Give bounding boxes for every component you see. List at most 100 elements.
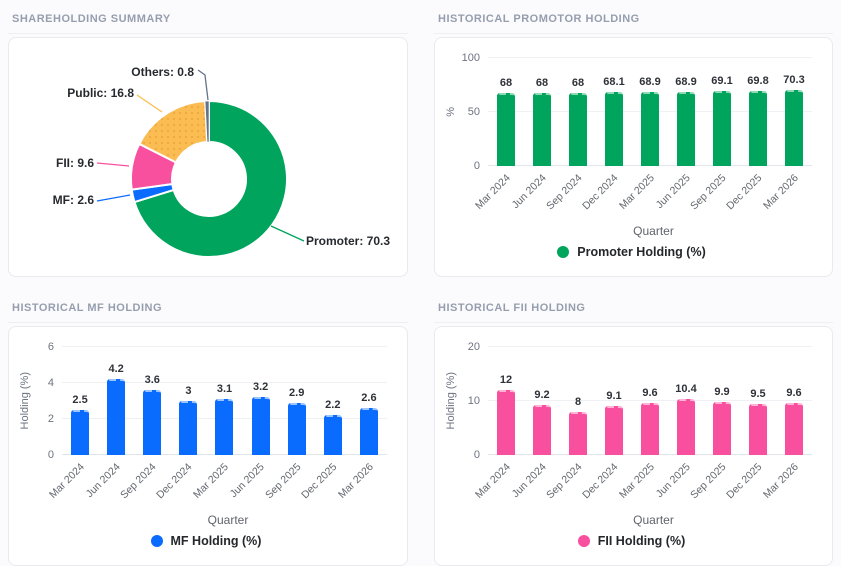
x-tick-label: Sep 2024 (544, 172, 585, 213)
y-tick-label: 0 (473, 449, 480, 461)
y-tick-label: 0 (47, 449, 54, 461)
section-title-mf: HISTORICAL MF HOLDING (12, 302, 163, 314)
bar-cell: 3.6 (134, 347, 170, 455)
bar-value-label: 68.9 (675, 75, 697, 88)
bar[interactable] (251, 397, 270, 455)
y-axis-label-text: Holding (%) (18, 372, 31, 430)
x-tick-label: Dec 2024 (154, 461, 195, 502)
bar[interactable] (323, 415, 342, 455)
y-tick-label: 20 (467, 341, 480, 353)
bar-value-label: 9.9 (714, 385, 730, 398)
x-axis-tick-labels: Mar 2024 Jun 2024 Sep 2024 Dec 2024 Mar 2025… (473, 455, 812, 509)
pie-callout-line-others (197, 69, 209, 101)
gridline (62, 346, 387, 347)
bar[interactable] (71, 410, 90, 455)
bar[interactable] (785, 90, 803, 166)
bars-row: 12 9.2 8 9.1 9.6 10.4 9.9 9.5 9.6 (488, 347, 812, 455)
bar[interactable] (569, 92, 587, 166)
bar[interactable] (785, 403, 803, 455)
y-tick-label: 6 (47, 341, 54, 353)
bar-cell: 3 (170, 347, 206, 455)
bar[interactable] (749, 90, 767, 166)
panel-fii-holding: HISTORICAL FII HOLDING Holding (%) 0 10 20 1… (434, 289, 833, 566)
bar-cell: 2.6 (351, 347, 387, 455)
x-axis-title: Quarter (633, 513, 674, 527)
bar-cell: 69.1 (704, 58, 740, 166)
bar[interactable] (605, 405, 623, 455)
bar-value-label: 69.8 (747, 74, 769, 87)
bar[interactable] (641, 91, 659, 166)
bar-value-label: 68.9 (639, 75, 661, 88)
legend[interactable]: Promoter Holding (%) (443, 245, 820, 259)
fii-bar-chart: Holding (%) 0 10 20 12 9.2 8 9.1 9.6 10.4 9.9 9.5 9.… (443, 341, 820, 548)
bar-cell: 69.8 (740, 58, 776, 166)
y-axis-label: Holding (%) (17, 347, 32, 455)
bar[interactable] (713, 401, 731, 455)
y-tick-label: 2 (47, 413, 54, 426)
x-tick-label: Mar 2024 (472, 461, 513, 501)
bar[interactable] (107, 379, 126, 455)
bar[interactable] (677, 398, 695, 455)
fii-chart-card: Holding (%) 0 10 20 12 9.2 8 9.1 9.6 10.4 9.9 9.5 9.… (434, 326, 833, 566)
bar-value-label: 9.2 (534, 389, 550, 402)
section-header-promoter: HISTORICAL PROMOTOR HOLDING (434, 0, 833, 34)
legend-label: Promoter Holding (%) (577, 245, 706, 259)
bar-cell: 10.4 (668, 347, 704, 455)
y-tick-label: 100 (461, 52, 480, 64)
plot-area: 68 68 68 68.1 68.9 68.9 69.1 69.8 70.3 Mar 2024 Ju… (473, 57, 812, 212)
donut-slice-others[interactable] (204, 100, 210, 143)
x-tick-label: Mar 2025 (616, 461, 657, 501)
bar[interactable] (605, 92, 623, 166)
plot-area: 12 9.2 8 9.1 9.6 10.4 9.9 9.5 9.6 Mar 2024 Jun 202… (473, 346, 812, 501)
section-title-promoter: HISTORICAL PROMOTOR HOLDING (438, 13, 640, 25)
y-axis-ticks: 0 2 4 6 (32, 341, 62, 461)
bar-cell: 3.1 (206, 347, 242, 455)
pie-callout-line-public (136, 94, 163, 113)
pie-label-promoter: Promoter: 70.3 (306, 234, 391, 248)
donut-slice-promoter[interactable] (133, 99, 288, 258)
bar-cell: 2.2 (315, 347, 351, 455)
bar[interactable] (143, 390, 162, 455)
bar[interactable] (497, 92, 515, 166)
x-tick-label: Sep 2025 (688, 172, 729, 213)
bar-cell: 12 (488, 347, 524, 455)
x-axis-tick-labels: Mar 2024 Jun 2024 Sep 2024 Dec 2024 Mar 2025… (473, 166, 812, 220)
bar[interactable] (749, 403, 767, 455)
pie-label-public: Public: 16.8 (67, 86, 134, 100)
bars-row: 2.5 4.2 3.6 3 3.1 3.2 2.9 2.2 2.6 (62, 347, 387, 455)
bar-value-label: 10.4 (675, 382, 697, 395)
bar[interactable] (497, 390, 515, 455)
bar[interactable] (677, 91, 695, 166)
bar[interactable] (215, 399, 234, 455)
bar-value-label: 3.6 (144, 374, 160, 387)
panel-mf-holding: HISTORICAL MF HOLDING Holding (%) 0 2 4 6 2.5… (8, 289, 408, 566)
x-tick-label: Jun 2025 (653, 172, 693, 212)
chart-body: Holding (%) 0 2 4 6 2.5 4.2 3.6 3 3.1 3.2 2.9 2.2 2.6… (17, 341, 395, 501)
bar[interactable] (359, 408, 378, 455)
bars-row: 68 68 68 68.1 68.9 68.9 69.1 69.8 70.3 (488, 58, 812, 166)
legend[interactable]: FII Holding (%) (443, 534, 820, 548)
gridline (62, 382, 387, 384)
x-axis-tick-labels: Mar 2024 Jun 2024 Sep 2024 Dec 2024 Mar 2025… (47, 455, 387, 509)
bar[interactable] (287, 402, 306, 455)
x-tick-label: Dec 2025 (724, 461, 765, 502)
bar[interactable] (533, 405, 551, 455)
x-tick-label: Mar 2024 (472, 172, 513, 212)
gridline (488, 346, 812, 347)
x-tick-label: Jun 2024 (509, 172, 549, 212)
panel-promoter-holding: HISTORICAL PROMOTOR HOLDING % 0 50 100 68 68 6… (434, 0, 833, 277)
chart-body: % 0 50 100 68 68 68 68.1 68.9 68.9 69.1 69.8 70.3 Mar… (443, 52, 820, 212)
bar[interactable] (569, 411, 587, 455)
bar[interactable] (641, 403, 659, 455)
bar[interactable] (179, 401, 198, 455)
x-tick-label: Jun 2025 (653, 461, 693, 501)
bar[interactable] (713, 91, 731, 166)
bar-value-label: 70.3 (783, 74, 805, 87)
bar[interactable] (533, 92, 551, 166)
mf-bar-chart: Holding (%) 0 2 4 6 2.5 4.2 3.6 3 3.1 3.2 2.9 2.2 2.6… (17, 341, 395, 548)
y-axis-ticks: 0 50 100 (458, 52, 488, 172)
x-tick-label: Dec 2024 (580, 172, 621, 213)
legend[interactable]: MF Holding (%) (17, 534, 395, 548)
bar-value-label: 2.9 (289, 386, 305, 399)
bar-cell: 9.5 (740, 347, 776, 455)
